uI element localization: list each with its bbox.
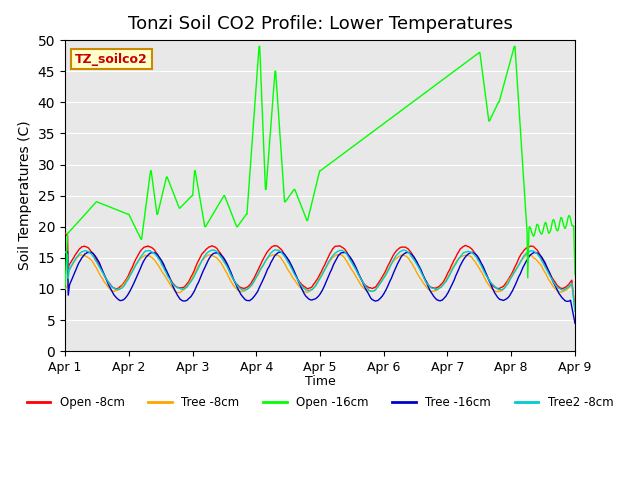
Y-axis label: Soil Temperatures (C): Soil Temperatures (C) [18, 121, 32, 270]
X-axis label: Time: Time [305, 375, 335, 388]
Title: Tonzi Soil CO2 Profile: Lower Temperatures: Tonzi Soil CO2 Profile: Lower Temperatur… [127, 15, 513, 33]
Legend: Open -8cm, Tree -8cm, Open -16cm, Tree -16cm, Tree2 -8cm: Open -8cm, Tree -8cm, Open -16cm, Tree -… [22, 391, 618, 414]
Text: TZ_soilco2: TZ_soilco2 [76, 52, 148, 66]
